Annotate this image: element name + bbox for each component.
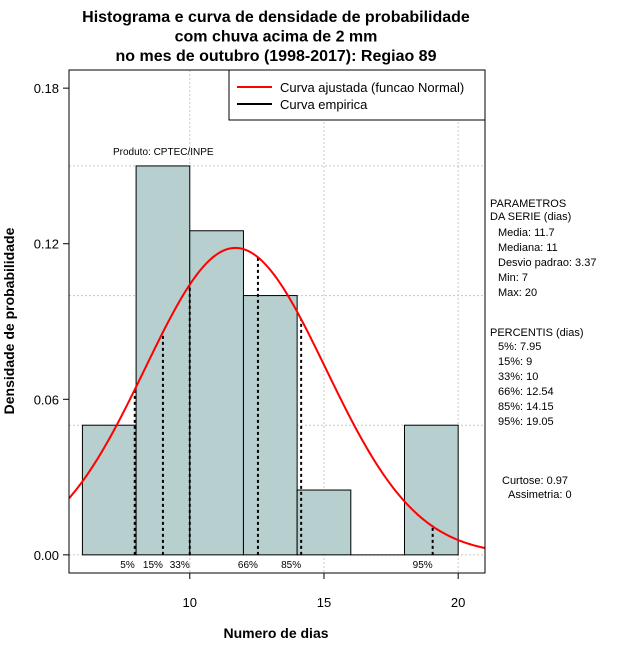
histogram-bar — [81, 424, 137, 556]
percentil-item: 15%: 9 — [498, 356, 532, 368]
y-axis-label: Densidade de probabilidade — [1, 227, 17, 414]
x-tick-label: 10 — [183, 595, 197, 610]
param-item: Media: 11.7 — [498, 227, 555, 239]
x-tick-label: 20 — [451, 595, 465, 610]
percentile-label: 15% — [143, 560, 163, 571]
legend-label: Curva ajustada (funcao Normal) — [280, 80, 464, 95]
y-tick-label: 0.18 — [34, 81, 59, 96]
chart-title-line: com chuva acima de 2 mm — [175, 29, 378, 46]
histogram-bar — [403, 424, 459, 556]
percentile-labels: 5% 15% 33% 66% 85% 95% — [120, 560, 432, 571]
params-header: PARAMETROS — [490, 198, 566, 210]
y-tick-label: 0.06 — [34, 392, 59, 407]
legend-box — [228, 69, 486, 121]
param-item: Max: 20 — [498, 287, 537, 299]
chart-title-line: no mes de outubro (1998-2017): Regiao 89 — [116, 48, 437, 65]
y-tick-label: 0.12 — [34, 237, 59, 252]
percentis-header: PERCENTIS (dias) — [490, 327, 584, 339]
assimetria-value: Assimetria: 0 — [508, 489, 572, 501]
histogram-bar — [296, 489, 352, 556]
param-item: Desvio padrao: 3.37 — [498, 257, 596, 269]
legend: Curva ajustada (funcao Normal) Curva empi… — [228, 69, 486, 121]
normal-curve — [69, 246, 485, 550]
histogram-bar — [189, 230, 244, 556]
legend-label: Curva empirica — [280, 97, 368, 112]
percentil-item: 33%: 10 — [498, 371, 538, 383]
percentile-lines — [133, 257, 434, 555]
histogram-bar — [242, 295, 298, 556]
percentil-item: 95%: 19.05 — [498, 416, 554, 428]
y-tick-label: 0.00 — [34, 548, 59, 563]
percentil-item: 85%: 14.15 — [498, 401, 554, 413]
fitted-curve-line — [69, 246, 485, 550]
percentil-item: 66%: 12.54 — [498, 386, 554, 398]
chart-title-line: Histograma e curva de densidade de proba… — [82, 9, 470, 26]
histogram-bars — [81, 165, 459, 556]
params-header: DA SERIE (dias) — [490, 211, 571, 223]
chart-title: Histograma e curva de densidade de proba… — [82, 9, 470, 65]
axes: 10 15 20 0.00 0.06 0.12 0.18 — [34, 81, 466, 610]
percentil-item: 5%: 7.95 — [498, 341, 541, 353]
percentile-label: 95% — [413, 560, 433, 571]
param-item: Min: 7 — [498, 272, 528, 284]
percentile-label: 66% — [238, 560, 258, 571]
percentile-label: 5% — [120, 560, 135, 571]
param-item: Mediana: 11 — [498, 242, 558, 254]
percentile-label: 33% — [170, 560, 190, 571]
percentile-label: 85% — [281, 560, 301, 571]
product-annotation: Produto: CPTEC/INPE — [113, 147, 214, 158]
curtose-value: Curtose: 0.97 — [502, 475, 568, 487]
x-axis-label: Numero de dias — [223, 625, 328, 641]
x-tick-label: 15 — [317, 595, 331, 610]
